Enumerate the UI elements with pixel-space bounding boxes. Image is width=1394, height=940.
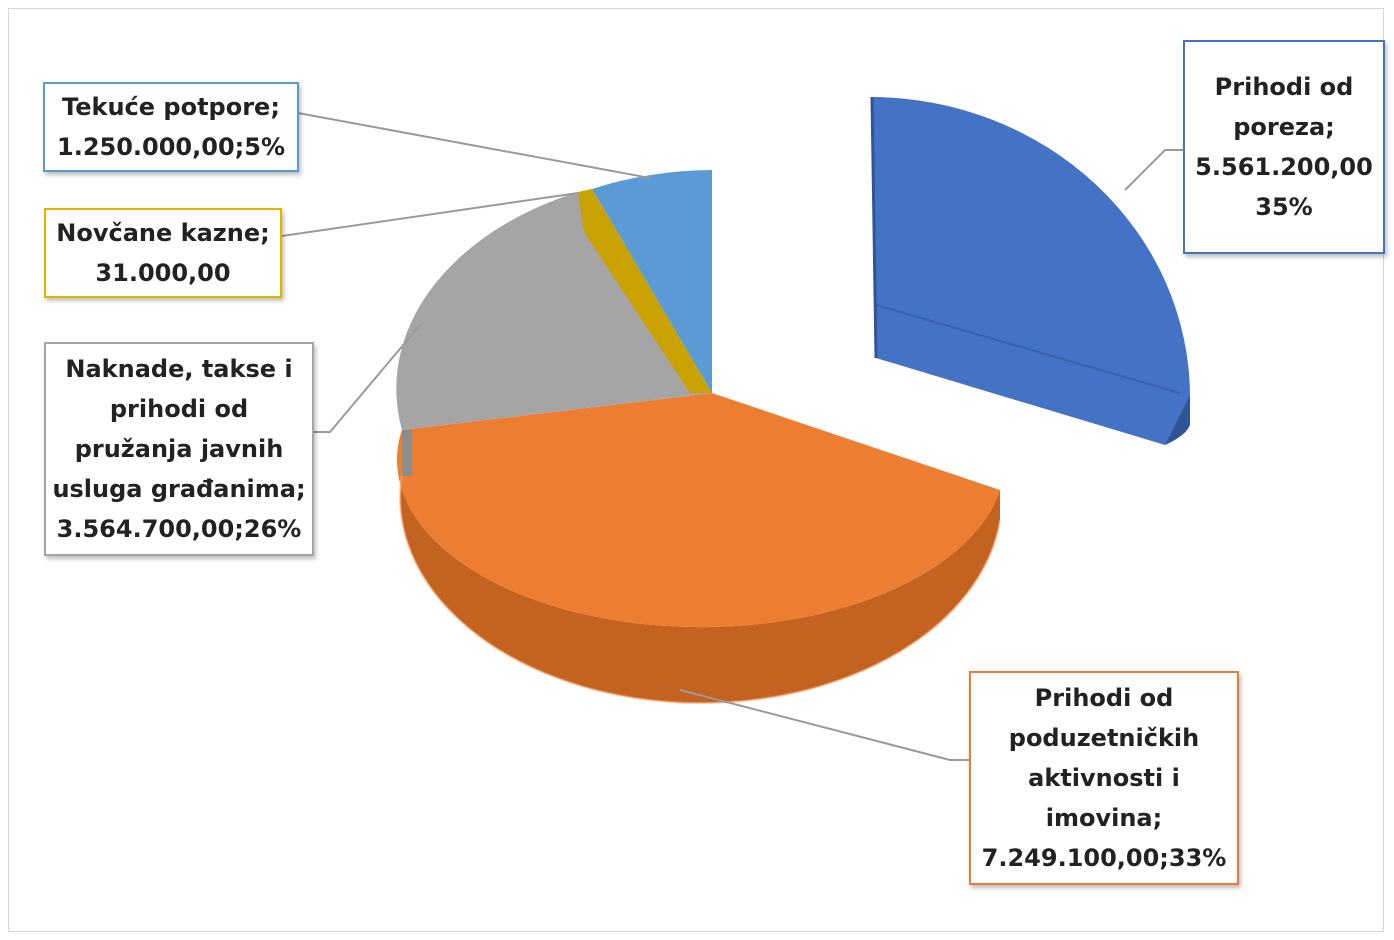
slice-naknade-side [402,430,412,476]
slice-naknade [396,192,712,430]
leader-line-naknade [312,324,421,433]
label-potpore: Tekuće potpore; 1.250.000,00;5% [43,82,299,172]
leader-line-porez [1124,149,1185,191]
label-potpore-line: Tekuće potpore; [62,93,280,121]
label-porez-line: 35% [1255,193,1313,221]
label-poduzetnicke-line: Prihodi od [1034,684,1174,712]
slice-kazne [578,189,712,393]
label-poduzetnicke-line: imovina; [1045,804,1163,832]
slice-poduzetnicke-rim [399,474,1001,705]
label-poduzetnicke-line: poduzetničkih [1008,724,1200,752]
label-porez-line: Prihodi od [1214,73,1354,101]
slice-poduzetnicke [397,393,1000,628]
leader-line-potpore [297,112,651,179]
label-poduzetnicke-line: 7.249.100,00;33% [981,844,1227,872]
label-poduzetnicke: Prihodi od poduzetničkih aktivnosti i im… [969,671,1239,885]
label-porez-line: poreza; [1233,113,1335,141]
label-naknade-line: pružanja javnih [74,435,284,463]
slice-potpore [592,170,712,393]
label-potpore-line: 1.250.000,00;5% [57,133,285,161]
slice-poduzetnicke-side [397,430,1000,703]
label-poduzetnicke-line: aktivnosti i [1028,764,1180,792]
slice-porez-edge [875,304,1181,394]
leader-line-poduzetnicke [679,689,970,761]
label-kazne-line: Novčane kazne; [56,219,270,247]
slice-porez-left-edge [870,96,878,359]
label-naknade-line: 3.564.700,00;26% [56,515,302,543]
label-kazne-line: 31.000,00 [95,259,231,287]
label-naknade-line: Naknade, takse i [65,355,293,383]
slice-kazne-side [578,192,712,393]
slice-porez [872,97,1190,445]
label-porez: Prihodi od poreza; 5.561.200,00 35% [1183,40,1385,254]
leader-line-kazne [281,192,579,237]
label-naknade-line: usluga građanima; [52,475,306,503]
label-naknade: Naknade, takse i prihodi od pružanja jav… [44,342,314,556]
label-porez-line: 5.561.200,00 [1195,153,1373,181]
label-naknade-line: prihodi od [109,395,249,423]
label-kazne: Novčane kazne; 31.000,00 [44,208,282,298]
